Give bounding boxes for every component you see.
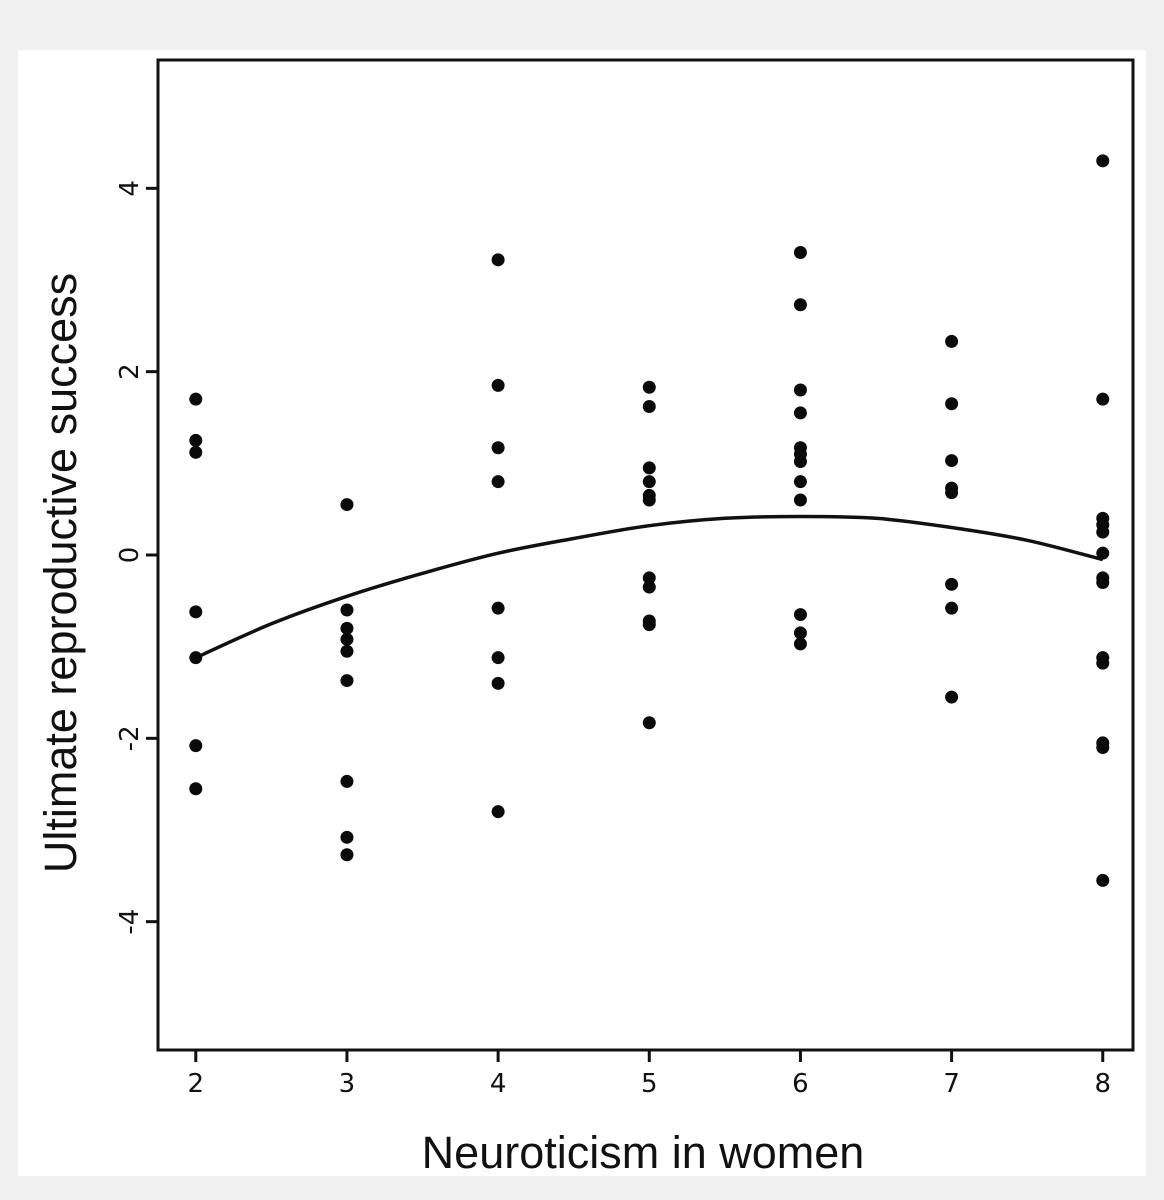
data-point — [189, 739, 203, 753]
x-axis-ticks: 2 3 4 5 6 7 8 — [188, 1050, 1111, 1099]
data-point — [642, 475, 656, 489]
data-point — [491, 651, 505, 665]
scatter-chart: 2 3 4 5 6 7 8 -4 -2 0 2 4 Neuroticism in women Ult… — [35, 58, 1135, 1176]
data-point — [189, 651, 203, 665]
data-point — [340, 774, 354, 788]
data-point — [642, 580, 656, 594]
data-point — [793, 475, 807, 489]
y-tick-label: 2 — [115, 363, 145, 380]
data-point — [793, 608, 807, 622]
data-point — [189, 433, 203, 447]
data-point — [189, 392, 203, 406]
data-point — [793, 406, 807, 420]
data-point — [642, 380, 656, 394]
data-point — [340, 848, 354, 862]
x-tick-label: 7 — [943, 1069, 960, 1099]
data-point — [491, 441, 505, 455]
data-point — [491, 475, 505, 489]
data-point — [945, 334, 959, 348]
data-point — [1096, 546, 1110, 560]
x-tick-label: 6 — [792, 1069, 809, 1099]
data-point — [793, 493, 807, 507]
data-point — [793, 298, 807, 312]
data-point — [1096, 873, 1110, 887]
data-point — [1096, 741, 1110, 754]
data-point — [793, 246, 807, 259]
data-point — [945, 690, 959, 704]
data-points — [189, 154, 1110, 887]
data-point — [1096, 525, 1110, 539]
data-point — [340, 603, 354, 617]
data-point — [340, 674, 354, 688]
data-point — [189, 445, 203, 459]
data-point — [340, 644, 354, 658]
data-point — [491, 805, 505, 819]
data-point — [491, 601, 505, 615]
data-point — [1096, 392, 1110, 406]
data-point — [491, 676, 505, 690]
x-tick-label: 2 — [188, 1069, 205, 1099]
data-point — [642, 571, 656, 585]
data-point — [189, 782, 203, 796]
y-tick-label: -2 — [115, 725, 145, 751]
y-tick-label: -4 — [115, 909, 145, 935]
figure-panel: 2 3 4 5 6 7 8 -4 -2 0 2 4 Neuroticism in women Ult… — [18, 50, 1146, 1176]
data-point — [642, 400, 656, 413]
data-point — [1096, 576, 1110, 589]
data-point — [340, 632, 354, 646]
data-point — [189, 605, 203, 619]
data-point — [491, 378, 505, 392]
data-point — [1096, 154, 1110, 168]
data-point — [945, 577, 959, 591]
x-tick-label: 8 — [1094, 1069, 1111, 1099]
data-point — [945, 601, 959, 615]
y-axis-ticks: -4 -2 0 2 4 — [115, 180, 158, 935]
data-point — [642, 461, 656, 475]
plot-frame — [156, 58, 1135, 1052]
data-point — [793, 455, 807, 468]
x-tick-label: 5 — [641, 1069, 658, 1099]
data-point — [340, 498, 354, 512]
x-tick-label: 3 — [339, 1069, 356, 1099]
data-point — [945, 454, 959, 468]
data-point — [1096, 656, 1110, 670]
data-point — [793, 626, 807, 640]
data-point — [945, 486, 959, 500]
x-tick-label: 4 — [490, 1069, 507, 1099]
data-point — [491, 253, 505, 267]
data-point — [642, 493, 656, 507]
data-point — [340, 621, 354, 635]
data-point — [642, 618, 656, 632]
data-point — [340, 830, 354, 844]
data-point — [642, 716, 656, 730]
data-point — [793, 383, 807, 397]
fitted-curve — [195, 514, 1104, 660]
x-axis-label: Neuroticism in women — [422, 1127, 865, 1176]
y-axis-label: Ultimate reproductive success — [35, 273, 86, 873]
data-point — [793, 637, 807, 651]
y-tick-label: 4 — [115, 180, 145, 197]
data-point — [945, 397, 959, 411]
y-tick-label: 0 — [115, 547, 145, 564]
